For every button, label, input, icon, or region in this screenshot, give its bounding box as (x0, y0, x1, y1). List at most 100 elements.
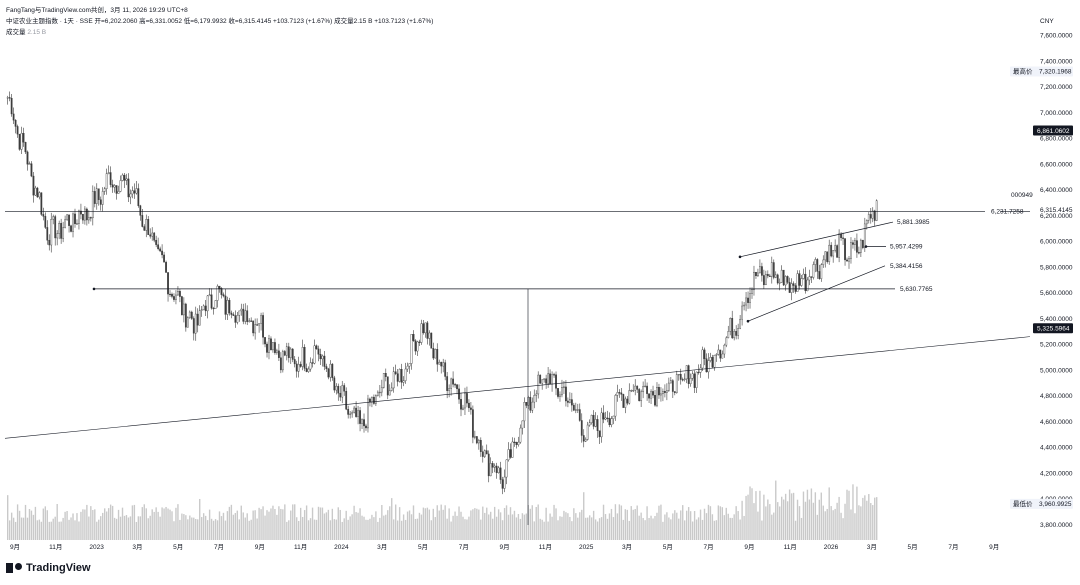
candle (673, 391, 676, 393)
candle (563, 386, 565, 388)
candle (850, 242, 852, 259)
candle (301, 347, 304, 367)
symbol-ohlc-line: 中证农业主题指数 · 1天 · SSE 开=6,202.2060 高=6,331… (6, 15, 433, 25)
candle (479, 439, 482, 452)
candle (436, 349, 439, 365)
candle (511, 441, 514, 458)
volume-bar (565, 512, 567, 540)
candle (662, 391, 664, 395)
candle (766, 274, 769, 277)
volume-bar (161, 507, 163, 540)
candle (200, 309, 203, 311)
candle (103, 188, 106, 192)
volume-bar (212, 520, 215, 540)
volume-bar (329, 520, 332, 540)
volume-bar (577, 517, 579, 540)
candle (258, 323, 260, 326)
trendline-price-tag-bg (1033, 323, 1073, 334)
candle (667, 382, 670, 391)
candle (91, 191, 94, 219)
y-tick-label: 5,400.0000 (1040, 316, 1073, 323)
channel-bottom-anchor (746, 319, 750, 323)
candle (523, 402, 526, 422)
brand-logo[interactable]: TradingView (6, 562, 91, 574)
volume-bar (733, 514, 735, 540)
candle (818, 271, 821, 279)
candle (236, 315, 239, 323)
candle (487, 453, 490, 477)
volume-bar (753, 503, 755, 540)
volume-bar (377, 521, 379, 540)
candle (167, 272, 169, 295)
volume-bar (480, 519, 482, 540)
candle (432, 348, 435, 359)
volume-bar (709, 506, 712, 540)
candle (62, 227, 65, 239)
volume-bar (786, 501, 789, 540)
volume-bar (519, 518, 522, 540)
volume-bar (846, 489, 848, 540)
candle (440, 361, 443, 367)
y-tick-label: 4,600.0000 (1040, 419, 1073, 426)
volume-bar (185, 515, 187, 540)
candle (345, 391, 348, 410)
volume-bar (187, 519, 189, 540)
candle (234, 315, 237, 323)
candle (228, 300, 231, 314)
volume-bar (535, 507, 537, 540)
volume-bar (349, 516, 351, 540)
candle (335, 385, 338, 391)
volume-bar (335, 519, 337, 540)
volume-bar (412, 505, 415, 540)
volume-bar (820, 492, 822, 540)
candle (323, 355, 326, 367)
candle (109, 172, 112, 185)
candle (871, 210, 874, 219)
candle (503, 476, 506, 489)
candle (834, 245, 837, 251)
volume-bar (614, 504, 617, 540)
volume-bar (52, 518, 54, 540)
candle (325, 366, 328, 370)
volume-bar (646, 506, 648, 540)
candle (248, 320, 251, 322)
volume-bar (68, 519, 70, 540)
candle (460, 399, 462, 410)
volume-bar (270, 508, 272, 540)
candle (685, 365, 688, 380)
candle (733, 331, 736, 339)
volume-bar (333, 519, 336, 540)
volume-bar (800, 517, 803, 540)
candle (764, 274, 767, 286)
volume-bar (864, 495, 866, 540)
volume-bar (684, 520, 686, 540)
candle (727, 331, 730, 339)
volume-bar (854, 513, 856, 540)
candle (244, 310, 247, 322)
x-tick-label: 3月 (622, 543, 632, 551)
volume-bar (824, 511, 826, 540)
volume-bar (375, 511, 377, 540)
volume-bar (331, 508, 334, 540)
volume-bar (351, 514, 353, 540)
currency-label[interactable]: CNY (1040, 18, 1054, 25)
volume-bar (365, 519, 367, 540)
volume-bar (103, 508, 106, 540)
volume-bar (404, 519, 407, 540)
volume-bar (113, 517, 116, 540)
candle (865, 220, 868, 225)
symbol-name[interactable]: 中证农业主题指数 · 1天 · SSE (6, 18, 93, 25)
volume-bar (592, 510, 595, 540)
volume-bar (109, 504, 112, 540)
volume-bar (157, 511, 159, 540)
candle (788, 282, 791, 293)
volume-bar (276, 514, 278, 540)
volume-bar (54, 516, 56, 540)
volume-bar (321, 507, 324, 540)
volume-bar (56, 504, 58, 540)
candle (854, 240, 856, 245)
volume-label[interactable]: 成交量 (6, 29, 26, 36)
candle (454, 384, 456, 386)
volume-bar (543, 521, 545, 540)
